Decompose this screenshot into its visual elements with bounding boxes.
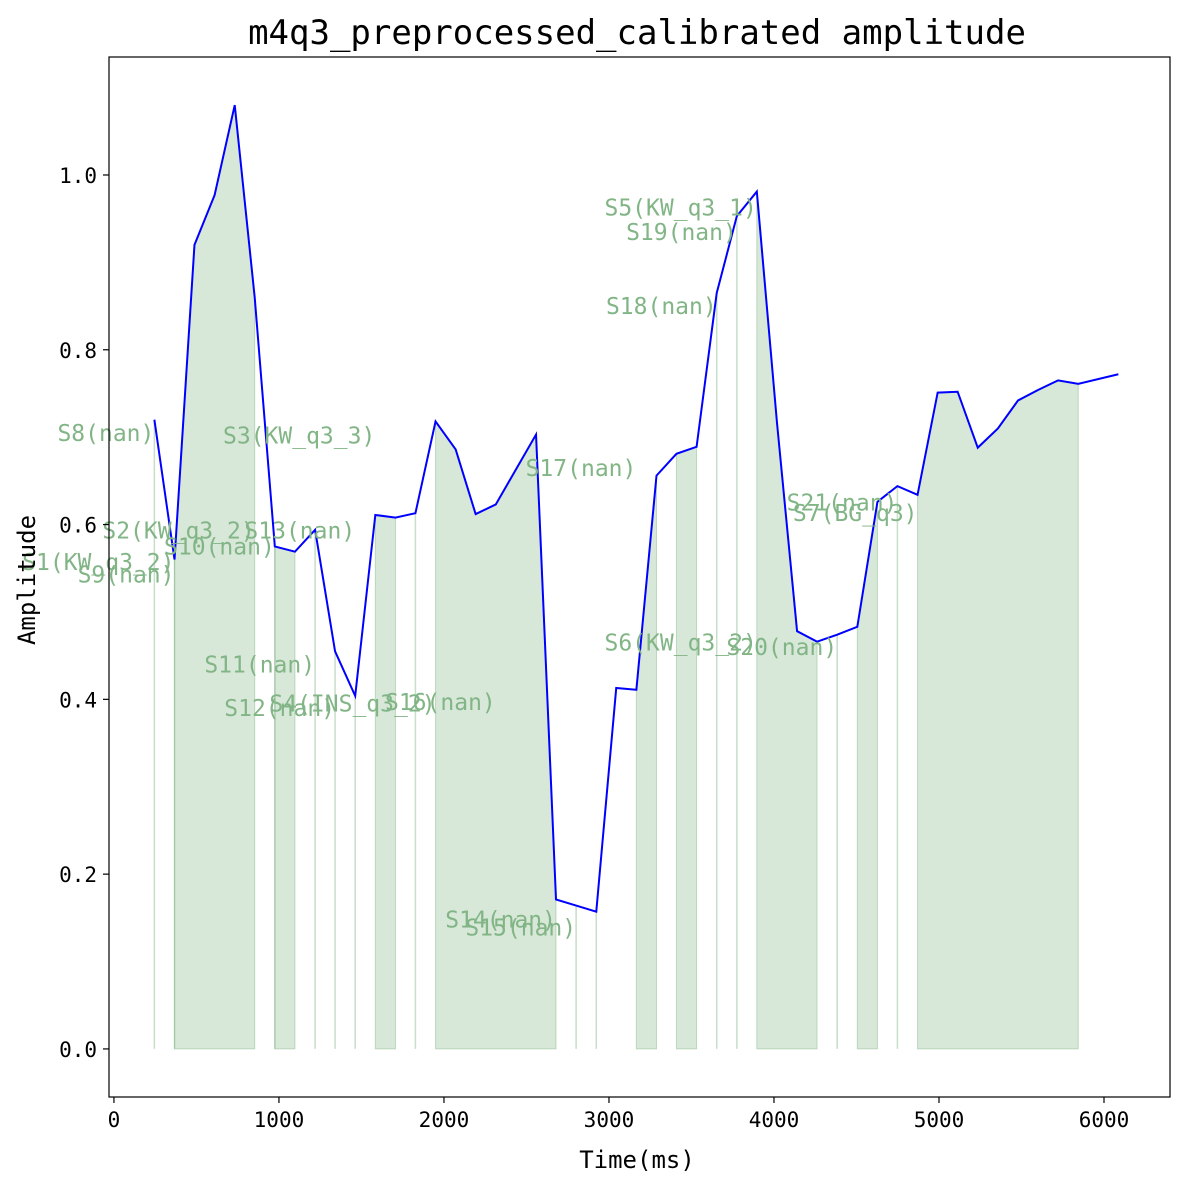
segment-label-18: S20(nan) <box>726 635 837 661</box>
x-tick-label-3: 3000 <box>584 1108 635 1132</box>
y-axis-ticks: 0.0 0.2 0.4 0.6 0.8 1.0 <box>59 164 109 1062</box>
segment-label-12: S15(nan) <box>465 915 576 941</box>
segment-label-9: S4(INS_q3_2) <box>269 692 435 718</box>
segment-label-16: S19(nan) <box>626 220 737 246</box>
plot-frame <box>108 56 1171 1098</box>
segment-fill-19 <box>856 501 878 1050</box>
segment-label-3: S2(KW_q3_2) <box>102 519 254 545</box>
segment-fill-17 <box>756 191 818 1050</box>
segment-label-11: S14(nan) <box>445 908 556 934</box>
segment-label-15: S5(KW_q3_1) <box>604 195 756 221</box>
segment-label-10: S16(nan) <box>385 690 496 716</box>
segment-fills <box>153 104 1079 1050</box>
segment-label-4: S10(nan) <box>164 534 275 560</box>
x-axis-label: Time(ms) <box>579 1146 695 1174</box>
segment-fill-9 <box>435 419 557 1050</box>
x-tick-label-4: 4000 <box>749 1108 800 1132</box>
x-tick-label-0: 0 <box>108 1108 121 1132</box>
segment-label-1: S1(KW_q3_2) <box>22 550 174 576</box>
segment-label-17: S6(KW_q3_2) <box>604 631 756 657</box>
segment-labels: S8(nan) S1(KW_q3_2)S9(nan) S2(KW_q3_2)S10(… <box>22 195 917 941</box>
segment-fill-16 <box>675 446 698 1050</box>
y-tick-label-0: 0.0 <box>59 1038 97 1062</box>
segment-label-2: S9(nan) <box>78 562 175 588</box>
segment-label-5: S13(nan) <box>244 519 355 545</box>
amplitude-line <box>153 104 1119 914</box>
y-tick-label-2: 0.4 <box>59 688 97 712</box>
x-tick-label-6: 6000 <box>1079 1108 1130 1132</box>
segment-label-19: S21(nan) <box>787 491 898 517</box>
segment-label-14: S18(nan) <box>606 294 717 320</box>
y-tick-label-3: 0.6 <box>59 514 97 538</box>
segment-fill-8 <box>374 514 396 1050</box>
chart-title: m4q3_preprocessed_calibrated amplitude <box>248 13 1026 53</box>
y-tick-label-1: 0.2 <box>59 863 97 887</box>
segment-label-20: S7(BG_q3) <box>793 501 918 527</box>
y-axis-label: Amplitude <box>13 515 41 645</box>
segment-fill-13 <box>635 475 657 1050</box>
segment-label-13: S17(nan) <box>526 456 637 482</box>
segment-label-7: S12(nan) <box>224 696 335 722</box>
y-tick-label-5: 1.0 <box>59 164 97 188</box>
segment-fill-1 <box>174 104 256 1050</box>
x-axis-ticks: 0 1000 2000 3000 4000 5000 6000 <box>108 1097 1130 1132</box>
x-tick-label-5: 5000 <box>914 1108 965 1132</box>
segment-label-0: S8(nan) <box>57 421 154 447</box>
segment-fill-21 <box>917 379 1079 1050</box>
segment-label-6: S11(nan) <box>204 652 315 678</box>
segment-fill-3 <box>274 545 296 1050</box>
x-tick-label-2: 2000 <box>419 1108 470 1132</box>
y-tick-label-4: 0.8 <box>59 339 97 363</box>
segment-label-8: S3(KW_q3_3) <box>223 423 375 449</box>
x-tick-label-1: 1000 <box>254 1108 305 1132</box>
